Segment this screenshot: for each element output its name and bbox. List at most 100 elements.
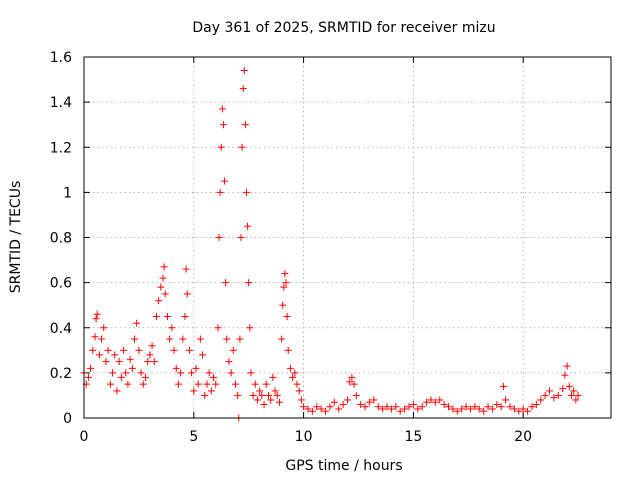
- x-tick-label: 0: [80, 429, 89, 445]
- plot-frame: [83, 56, 612, 419]
- data-point: [87, 364, 95, 372]
- data-point: [113, 387, 121, 395]
- data-point: [295, 387, 303, 395]
- data-point: [122, 369, 130, 377]
- data-point: [212, 380, 220, 388]
- data-point: [117, 373, 125, 381]
- data-point: [234, 391, 242, 399]
- data-point: [183, 290, 191, 298]
- data-point: [203, 380, 211, 388]
- data-point: [141, 373, 149, 381]
- data-point: [223, 335, 231, 343]
- data-point: [131, 335, 139, 343]
- data-point: [247, 369, 255, 377]
- data-point: [227, 369, 235, 377]
- data-point: [245, 279, 253, 287]
- data-point: [182, 265, 190, 273]
- data-point: [95, 351, 103, 359]
- data-point: [181, 312, 189, 320]
- data-point: [279, 301, 287, 309]
- data-point: [348, 373, 356, 381]
- data-point: [289, 373, 297, 381]
- data-point: [207, 387, 215, 395]
- data-point: [172, 364, 180, 372]
- data-point: [174, 380, 182, 388]
- data-point: [109, 369, 117, 377]
- data-point: [144, 358, 152, 366]
- data-point: [264, 391, 272, 399]
- data-points: [80, 67, 582, 422]
- data-point: [236, 335, 244, 343]
- data-point: [436, 396, 444, 404]
- data-point: [246, 324, 254, 332]
- data-point: [565, 382, 573, 390]
- data-point: [258, 391, 266, 399]
- data-point: [199, 351, 207, 359]
- data-point: [293, 380, 301, 388]
- data-point: [155, 297, 163, 305]
- data-point: [572, 396, 580, 404]
- data-point: [120, 346, 128, 354]
- data-point: [271, 387, 279, 395]
- data-point: [361, 403, 369, 411]
- data-point: [561, 371, 569, 379]
- data-point: [308, 407, 316, 415]
- data-point: [317, 405, 325, 413]
- data-point: [418, 403, 426, 411]
- data-point: [161, 290, 169, 298]
- data-point: [458, 405, 466, 413]
- data-point: [350, 380, 358, 388]
- data-point: [383, 403, 391, 411]
- data-point: [237, 234, 245, 241]
- data-point: [423, 398, 431, 406]
- data-point: [244, 222, 252, 230]
- y-tick-label: 0.6: [50, 276, 72, 292]
- data-point: [126, 355, 134, 363]
- data-point: [401, 405, 409, 413]
- data-point: [146, 351, 154, 359]
- data-point: [365, 398, 373, 406]
- data-point: [546, 387, 554, 395]
- data-point: [216, 188, 224, 196]
- y-axis-label: SRMTID / TECUs: [8, 181, 24, 294]
- data-point: [541, 391, 549, 399]
- data-point: [239, 85, 247, 93]
- data-point: [282, 279, 290, 287]
- data-point: [251, 380, 259, 388]
- data-point: [205, 369, 213, 377]
- data-point: [466, 405, 474, 413]
- data-point: [210, 373, 218, 381]
- data-point: [506, 403, 514, 411]
- data-point: [291, 369, 299, 377]
- data-point: [160, 263, 168, 271]
- data-point: [241, 121, 249, 129]
- data-point: [179, 335, 187, 343]
- data-point: [502, 396, 510, 404]
- data-point: [232, 380, 240, 388]
- data-point: [480, 407, 488, 415]
- data-point: [409, 400, 417, 408]
- data-point: [344, 396, 351, 404]
- data-point: [84, 373, 92, 381]
- data-point: [192, 364, 200, 372]
- axis-ticks: 0 0.2 0.4 0.6 0.8 1 1.2 1.4 1.6 0 5 10 15 20: [50, 50, 611, 445]
- data-point: [124, 380, 132, 388]
- data-point: [219, 121, 227, 129]
- x-axis-label: GPS time / hours: [285, 458, 402, 474]
- x-tick-label: 15: [404, 429, 422, 445]
- data-point: [201, 391, 209, 399]
- data-point: [135, 346, 143, 354]
- data-point: [262, 380, 270, 388]
- data-point: [222, 279, 230, 287]
- data-point: [177, 369, 185, 377]
- data-point: [104, 346, 112, 354]
- data-point: [106, 380, 114, 388]
- data-point: [139, 380, 147, 388]
- data-point: [462, 403, 470, 411]
- chart-title: Day 361 of 2025, SRMTID for receiver miz…: [192, 20, 495, 36]
- y-tick-label: 0.8: [50, 231, 72, 247]
- data-point: [280, 283, 288, 291]
- data-point: [445, 403, 453, 411]
- data-point: [100, 324, 108, 332]
- data-point: [374, 403, 382, 411]
